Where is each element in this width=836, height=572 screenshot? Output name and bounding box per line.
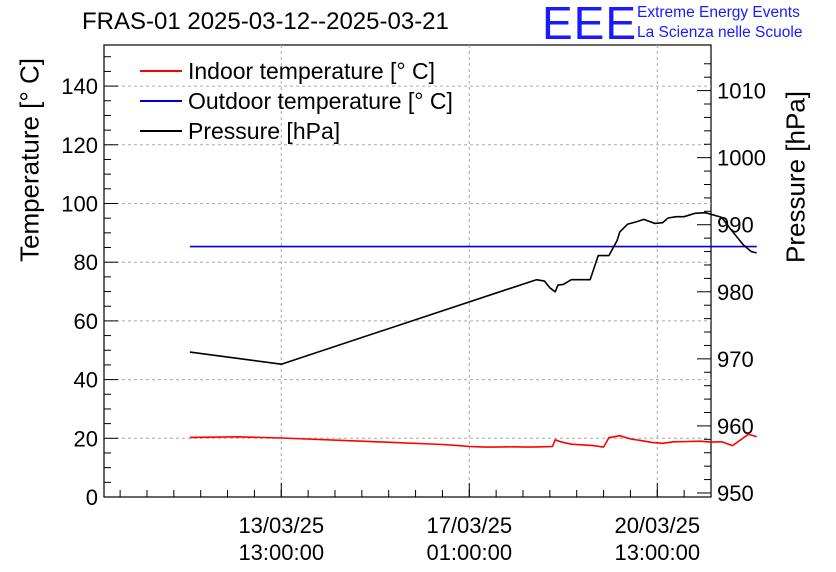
y-left-tick-label: 80 bbox=[74, 250, 98, 275]
y-left-tick-label: 100 bbox=[61, 191, 98, 216]
y-left-tick-label: 0 bbox=[86, 485, 98, 510]
chart-title: FRAS-01 2025-03-12--2025-03-21 bbox=[82, 8, 449, 35]
x-tick-label-time: 13:00:00 bbox=[238, 540, 324, 565]
legend-swatch-outdoor bbox=[140, 100, 182, 102]
y-right-tick-label: 950 bbox=[717, 481, 754, 506]
legend-item-indoor: Indoor temperature [° C] bbox=[140, 56, 453, 86]
eee-logo: EEE bbox=[542, 0, 638, 49]
y-right-tick-label: 980 bbox=[717, 280, 754, 305]
y-right-tick-label: 1010 bbox=[717, 79, 766, 104]
legend-label-pressure: Pressure [hPa] bbox=[188, 117, 341, 144]
y-left-tick-label: 140 bbox=[61, 74, 98, 99]
x-tick-label-date: 17/03/25 bbox=[426, 513, 512, 538]
y-axis-right-label: Pressure [hPa] bbox=[780, 91, 811, 263]
legend-label-outdoor: Outdoor temperature [° C] bbox=[188, 87, 453, 114]
logo-text: Extreme Energy Events La Scienza nelle S… bbox=[637, 3, 802, 43]
legend-swatch-indoor bbox=[140, 70, 182, 72]
y-right-tick-label: 970 bbox=[717, 347, 754, 372]
legend: Indoor temperature [° C] Outdoor tempera… bbox=[140, 56, 453, 146]
legend-item-pressure: Pressure [hPa] bbox=[140, 116, 453, 146]
legend-swatch-pressure bbox=[140, 130, 182, 132]
y-left-tick-label: 120 bbox=[61, 133, 98, 158]
y-left-tick-label: 60 bbox=[74, 309, 98, 334]
x-tick-label-date: 20/03/25 bbox=[614, 513, 700, 538]
x-tick-label-time: 01:00:00 bbox=[426, 540, 512, 565]
y-right-tick-label: 990 bbox=[717, 213, 754, 238]
y-left-tick-label: 40 bbox=[74, 368, 98, 393]
legend-item-outdoor: Outdoor temperature [° C] bbox=[140, 86, 453, 116]
y-right-tick-label: 1000 bbox=[717, 146, 766, 171]
plot-frame bbox=[103, 44, 712, 498]
logo-line-1: Extreme Energy Events bbox=[637, 4, 800, 21]
series-line-indoor-temperature bbox=[189, 433, 757, 448]
x-tick-label-date: 13/03/25 bbox=[238, 513, 324, 538]
y-axis-left-label: Temperature [° C] bbox=[14, 57, 45, 263]
legend-label-indoor: Indoor temperature [° C] bbox=[188, 57, 435, 84]
y-left-tick-label: 20 bbox=[74, 426, 98, 451]
series-line-pressure bbox=[189, 211, 757, 366]
x-tick-label-time: 13:00:00 bbox=[614, 540, 700, 565]
logo-line-2: La Scienza nelle Scuole bbox=[637, 24, 803, 41]
